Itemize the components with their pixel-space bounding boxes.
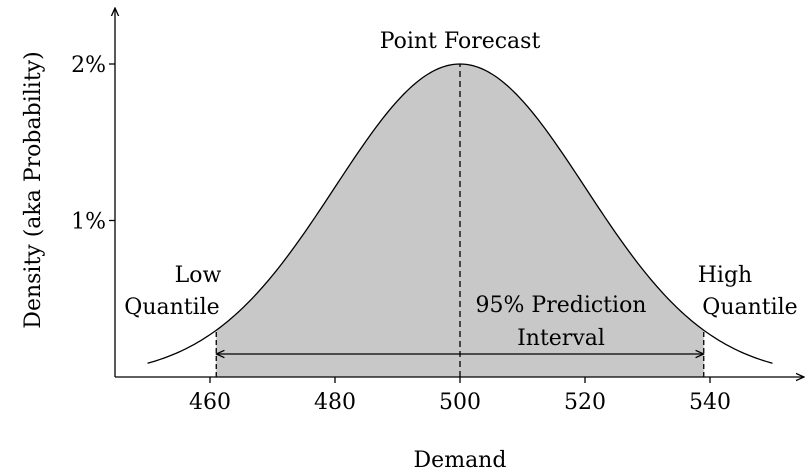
low-quantile-label-line2: Quantile: [124, 295, 219, 320]
x-tick-label: 460: [189, 390, 231, 415]
point-forecast-label: Point Forecast: [380, 29, 541, 54]
low-quantile-label-line1: Low: [175, 263, 222, 288]
x-axis-label: Demand: [414, 448, 507, 473]
prediction-interval-shade: [216, 64, 704, 377]
x-tick-label: 500: [439, 390, 481, 415]
y-axis-label: Density (aka Probability): [21, 51, 46, 328]
high-quantile-label-line1: High: [698, 263, 752, 288]
interval-label-line1: 95% Prediction: [476, 293, 647, 318]
x-tick-label: 540: [689, 390, 731, 415]
x-tick-label: 480: [314, 390, 356, 415]
y-ticks: 1% 2%: [71, 53, 115, 235]
interval-label-line2: Interval: [517, 326, 605, 351]
y-tick-label: 2%: [71, 53, 106, 78]
y-tick-label: 1%: [71, 210, 106, 235]
x-tick-label: 520: [564, 390, 606, 415]
x-ticks: 460 480 500 520 540: [189, 377, 731, 415]
high-quantile-label-line2: Quantile: [702, 295, 797, 320]
